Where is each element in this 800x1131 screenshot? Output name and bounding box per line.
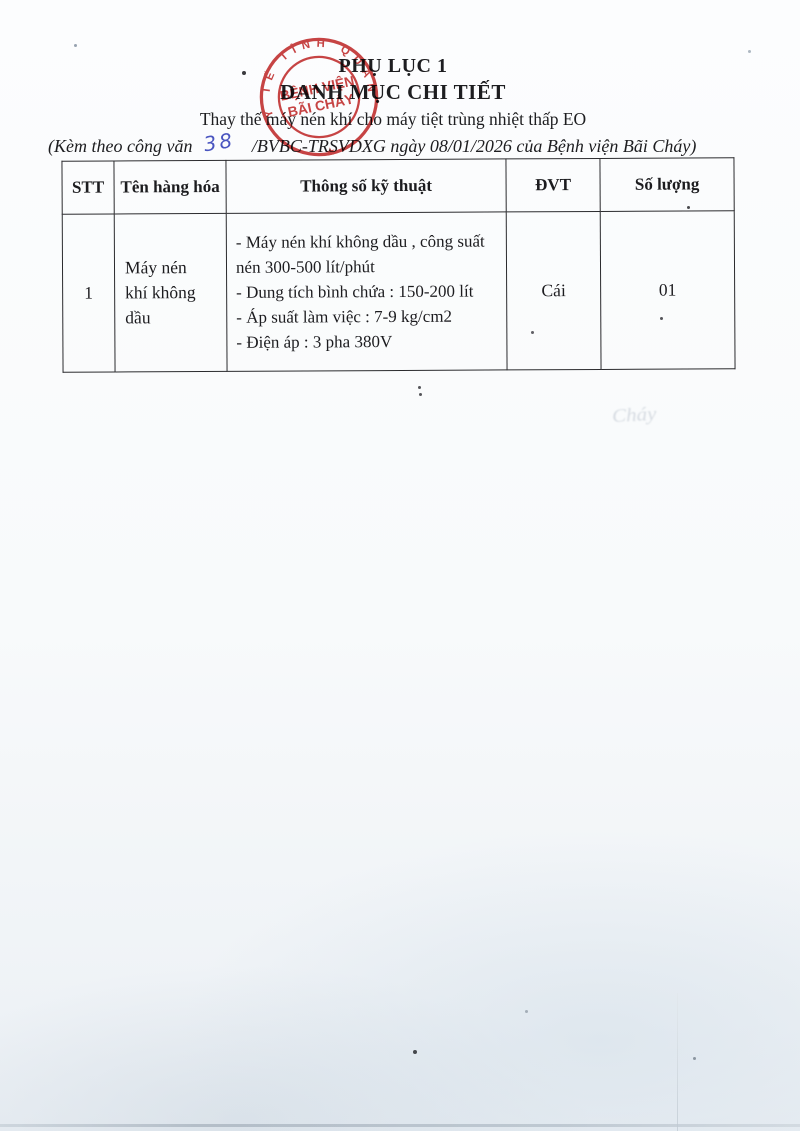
spec-line: - Dung tích bình chứa : 150-200 lít [236, 281, 474, 302]
scan-speck [693, 1057, 696, 1060]
table-row: 1 Máy nén khí không dầu - Máy nén khí kh… [62, 210, 736, 373]
scan-speck [531, 331, 534, 334]
col-header-thong-so: Thông số kỹ thuật [225, 158, 507, 214]
col-header-so-luong: Số lượng [599, 157, 735, 212]
cell-dvt: Cái [506, 211, 602, 370]
scan-speck [748, 50, 751, 53]
list-title: DANH MỤC CHI TIẾT [280, 80, 506, 104]
scan-speck [525, 1010, 528, 1013]
spec-line: - Áp suất làm việc : 7-9 kg/cm2 [236, 306, 453, 327]
reference-line: (Kèm theo công văn 38/BVBC-TRSVDXG ngày 0… [48, 128, 788, 157]
col-header-dvt: ĐVT [505, 158, 601, 212]
cell-so-luong: 01 [600, 210, 736, 370]
scan-speck [413, 1050, 417, 1054]
spec-list: - Máy nén khí không dầu , công suất nén … [236, 229, 495, 355]
bleed-through-ghost-text: Cháy [611, 402, 657, 427]
reference-prefix: (Kèm theo công văn [48, 136, 193, 156]
document-subtitle: Thay thế máy nén khí cho máy tiệt trùng … [199, 109, 587, 129]
spec-line: - Điện áp : 3 pha 380V [236, 332, 393, 352]
col-header-stt: STT [61, 160, 115, 215]
scan-edge-shadow [0, 1124, 800, 1127]
scan-speck [660, 317, 663, 320]
cell-ten-hang-hoa: Máy nén khí không dầu [114, 213, 228, 372]
col-header-ten-hang-hoa: Tên hàng hóa [113, 160, 227, 214]
items-table: STT Tên hàng hóa Thông số kỹ thuật ĐVT S… [61, 157, 736, 373]
paper-crease-line [677, 993, 678, 1131]
reference-suffix: /BVBC-TRSVDXG ngày 08/01/2026 của Bệnh v… [251, 136, 697, 156]
cell-thong-so: - Máy nén khí không dầu , công suất nén … [226, 211, 508, 372]
scan-speck [242, 71, 246, 75]
scan-speck [418, 386, 421, 389]
table-header-row: STT Tên hàng hóa Thông số kỹ thuật ĐVT S… [61, 157, 735, 215]
appendix-title: PHỤ LỤC 1 [338, 55, 448, 77]
cell-stt: 1 [62, 213, 116, 373]
scan-speck [74, 44, 77, 47]
spec-line: - Máy nén khí không dầu , công suất nén … [235, 231, 485, 277]
item-name: Máy nén khí không dầu [124, 257, 196, 328]
handwritten-number: 38 [202, 127, 238, 157]
scan-speck [687, 206, 690, 209]
scan-speck [419, 393, 422, 396]
